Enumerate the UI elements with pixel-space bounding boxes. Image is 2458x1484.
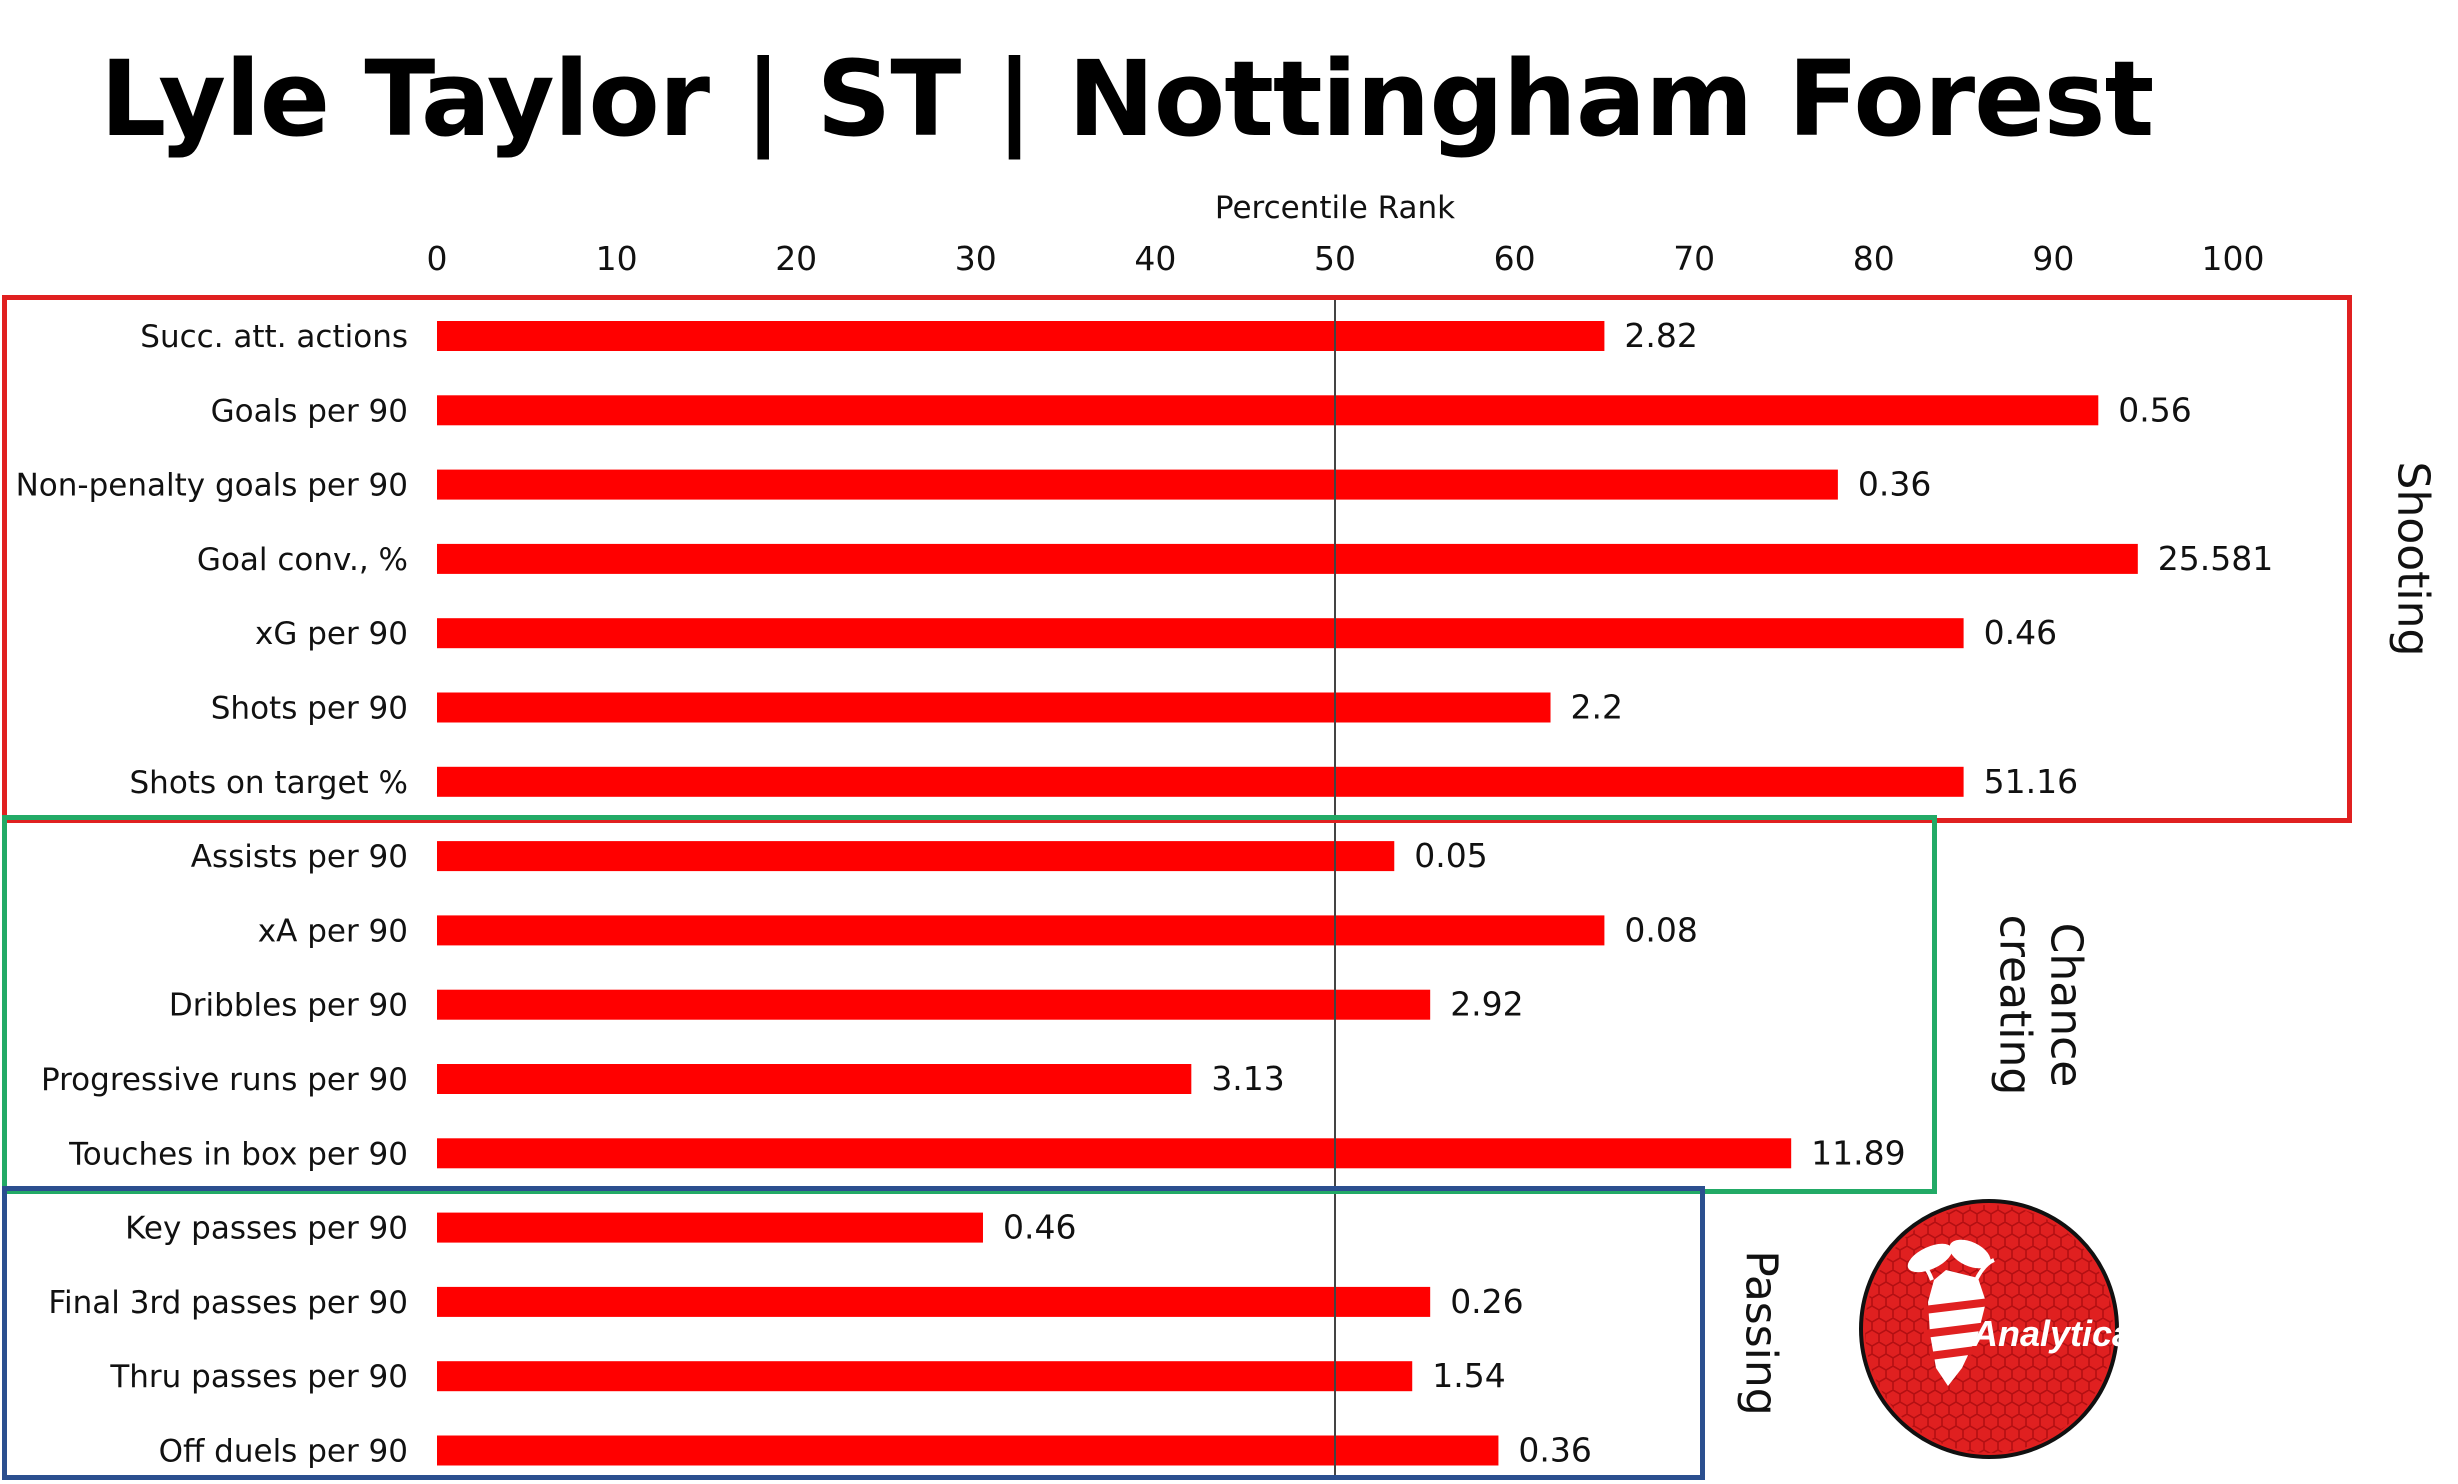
x-tick-label: 30 bbox=[955, 239, 997, 278]
bee-icon bbox=[1907, 1239, 1995, 1386]
category-label: Assists per 90 bbox=[191, 839, 408, 875]
category-label: Thru passes per 90 bbox=[109, 1359, 408, 1395]
x-tick-label: 100 bbox=[2202, 239, 2265, 278]
x-tick-label: 90 bbox=[2032, 239, 2074, 278]
section-label: Passing bbox=[1735, 1250, 1787, 1416]
section-box bbox=[2, 294, 2352, 823]
bar bbox=[437, 1064, 1192, 1094]
category-label: Off duels per 90 bbox=[159, 1434, 408, 1470]
bar bbox=[437, 766, 1964, 797]
data-label: 2.2 bbox=[1571, 688, 1623, 727]
data-label: 0.56 bbox=[2118, 390, 2191, 429]
bar bbox=[437, 395, 2099, 426]
x-tick-label: 80 bbox=[1853, 239, 1895, 278]
category-label: Non-penalty goals per 90 bbox=[16, 468, 408, 504]
category-label: Key passes per 90 bbox=[125, 1211, 408, 1247]
data-label: 0.26 bbox=[1450, 1282, 1523, 1321]
category-label: Progressive runs per 90 bbox=[41, 1062, 408, 1098]
bar bbox=[437, 692, 1551, 723]
bar bbox=[437, 915, 1605, 946]
category-label: Shots on target % bbox=[130, 765, 409, 801]
data-label: 0.46 bbox=[1003, 1208, 1076, 1247]
x-axis-label: Percentile Rank bbox=[1215, 190, 1455, 226]
bar bbox=[437, 543, 2138, 574]
x-tick-label: 20 bbox=[775, 239, 817, 278]
section-label: Chance creating bbox=[1990, 914, 2092, 1096]
bar bbox=[437, 1286, 1431, 1317]
bar bbox=[437, 841, 1395, 872]
data-label: 3.13 bbox=[1211, 1059, 1284, 1098]
x-tick-label: 50 bbox=[1314, 239, 1356, 278]
category-label: Shots per 90 bbox=[211, 691, 408, 727]
x-tick-label: 60 bbox=[1494, 239, 1536, 278]
data-label: 2.82 bbox=[1624, 316, 1697, 355]
x-tick-label: 10 bbox=[596, 239, 638, 278]
data-label: 0.36 bbox=[1858, 465, 1931, 504]
data-label: 11.89 bbox=[1811, 1133, 1905, 1172]
x-tick-label: 70 bbox=[1673, 239, 1715, 278]
x-tick-label: 40 bbox=[1134, 239, 1176, 278]
section-box bbox=[2, 1186, 1705, 1480]
analytica-logo: Analytica bbox=[1859, 1199, 2120, 1459]
data-label: 2.92 bbox=[1450, 985, 1523, 1024]
category-label: xG per 90 bbox=[255, 616, 408, 652]
bar bbox=[437, 1361, 1413, 1392]
data-label: 1.54 bbox=[1432, 1356, 1505, 1395]
section-box bbox=[2, 814, 1937, 1195]
data-label: 0.46 bbox=[1984, 613, 2057, 652]
category-label: Goals per 90 bbox=[211, 393, 408, 429]
bar bbox=[437, 618, 1964, 649]
bar bbox=[437, 1435, 1499, 1466]
category-label: Dribbles per 90 bbox=[169, 988, 408, 1024]
bar bbox=[437, 989, 1431, 1020]
logo-text: Analytica bbox=[1971, 1313, 2120, 1354]
category-label: Final 3rd passes per 90 bbox=[48, 1285, 408, 1321]
category-label: Goal conv., % bbox=[197, 542, 408, 578]
x-tick-label: 0 bbox=[427, 239, 448, 278]
chart-title: Lyle Taylor | ST | Nottingham Forest bbox=[100, 38, 2154, 160]
data-label: 0.08 bbox=[1624, 910, 1697, 949]
category-label: xA per 90 bbox=[258, 913, 408, 949]
bar bbox=[437, 1138, 1792, 1169]
data-label: 25.581 bbox=[2158, 539, 2273, 578]
bar bbox=[437, 321, 1605, 351]
data-label: 0.36 bbox=[1518, 1431, 1591, 1470]
bar bbox=[437, 469, 1838, 500]
category-label: Touches in box per 90 bbox=[68, 1136, 408, 1172]
data-label: 51.16 bbox=[1984, 762, 2078, 801]
data-label: 0.05 bbox=[1414, 836, 1487, 875]
category-label: Succ. att. actions bbox=[140, 319, 408, 355]
bar bbox=[437, 1212, 983, 1243]
section-label: Shooting bbox=[2387, 461, 2439, 657]
